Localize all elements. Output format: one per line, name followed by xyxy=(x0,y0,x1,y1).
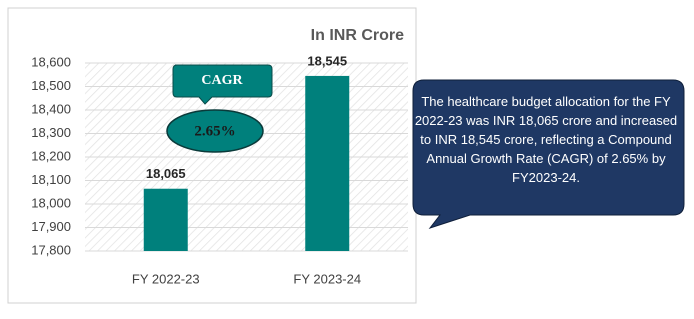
bar xyxy=(143,188,188,251)
y-tick-label: 17,800 xyxy=(31,242,71,257)
data-label: 18,065 xyxy=(146,166,186,181)
cagr-value: 2.65% xyxy=(194,123,235,139)
y-tick-label: 18,000 xyxy=(31,195,71,210)
y-tick-label: 18,100 xyxy=(31,172,71,187)
callout-box xyxy=(412,79,685,229)
unit-label: In INR Crore xyxy=(311,27,404,44)
y-tick-label: 17,900 xyxy=(31,219,71,234)
cagr-box xyxy=(172,64,273,105)
y-tick-label: 18,300 xyxy=(31,125,71,140)
y-tick-label: 18,500 xyxy=(31,78,71,93)
x-tick-label: FY 2022-23 xyxy=(132,271,200,286)
y-tick-label: 18,600 xyxy=(31,54,71,69)
x-tick-label: FY 2023-24 xyxy=(293,271,361,286)
cagr-oval xyxy=(166,109,264,153)
bar xyxy=(305,75,350,251)
data-label: 18,545 xyxy=(307,53,347,68)
y-tick-label: 18,400 xyxy=(31,101,71,116)
cagr-label: CAGR xyxy=(201,73,243,88)
y-tick-label: 18,200 xyxy=(31,148,71,163)
callout-text: The healthcare budget allocation for the… xyxy=(414,94,678,185)
